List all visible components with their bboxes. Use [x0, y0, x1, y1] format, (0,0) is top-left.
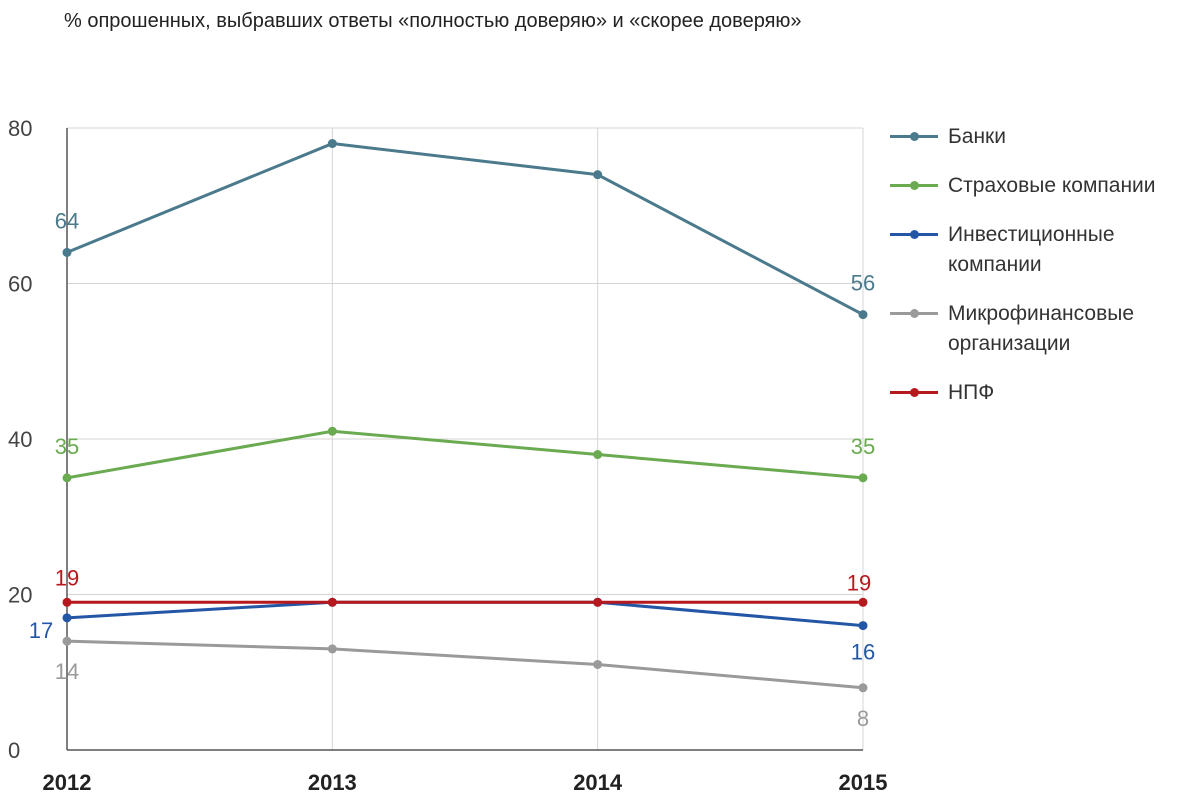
series-line-2 [66, 600, 864, 628]
legend-swatch [890, 171, 938, 201]
data-labels: 64 56 35 35 17 16 14 8 19 19 [29, 208, 875, 730]
series-line-3 [66, 639, 864, 690]
legend-item: Микрофинансовые организации [890, 299, 1200, 359]
legend-label: Инвестиционные компании [948, 223, 1115, 276]
legend-label: Микрофинансовые организации [948, 302, 1134, 355]
data-point [327, 426, 337, 436]
data-label: 35 [55, 434, 79, 459]
legend-swatch-dot [910, 132, 919, 141]
legend-item: Страховые компании [890, 171, 1200, 201]
data-point [62, 247, 72, 257]
data-point [858, 597, 868, 607]
data-label: 56 [851, 271, 875, 296]
data-point [858, 621, 868, 631]
legend: Банки Страховые компании Инвестиционные ко… [890, 122, 1200, 427]
y-tick-label: 0 [8, 738, 20, 763]
data-point [858, 683, 868, 693]
data-point [593, 450, 603, 460]
data-point [593, 659, 603, 669]
legend-swatch [890, 299, 938, 329]
series-line-0 [66, 142, 864, 316]
data-point [62, 473, 72, 483]
data-point [327, 644, 337, 654]
chart-title: % опрошенных, выбравших ответы «полность… [64, 10, 802, 32]
legend-swatch-dot [910, 230, 919, 239]
series-lines [62, 139, 868, 693]
y-tick-label: 20 [8, 583, 32, 608]
x-tick-label: 2012 [43, 770, 92, 795]
legend-swatch-dot [910, 181, 919, 190]
data-label: 19 [847, 570, 871, 595]
legend-swatch-dot [910, 388, 919, 397]
data-label: 35 [851, 434, 875, 459]
legend-swatch [890, 220, 938, 250]
y-tick-label: 40 [8, 427, 32, 452]
y-tick-label: 80 [8, 116, 32, 141]
legend-item: НПФ [890, 378, 1200, 408]
data-label: 19 [55, 565, 79, 590]
legend-label: Страховые компании [948, 174, 1156, 197]
legend-label: Банки [948, 125, 1006, 148]
series-line-1 [66, 429, 864, 480]
data-label: 64 [55, 208, 79, 233]
data-point [593, 170, 603, 180]
y-axis: 0 20 40 60 80 [8, 116, 68, 763]
x-tick-label: 2015 [839, 770, 888, 795]
data-point [858, 473, 868, 483]
x-tick-label: 2014 [573, 770, 623, 795]
data-point [62, 597, 72, 607]
data-point [593, 597, 603, 607]
legend-swatch [890, 122, 938, 152]
legend-item: Банки [890, 122, 1200, 152]
data-label: 17 [29, 618, 53, 643]
data-point [327, 139, 337, 149]
data-point [858, 310, 868, 320]
grid-lines [67, 127, 864, 750]
data-point [62, 613, 72, 623]
data-label: 8 [857, 706, 869, 731]
data-label: 14 [55, 659, 79, 684]
legend-swatch [890, 378, 938, 408]
data-point [62, 636, 72, 646]
data-label: 16 [851, 640, 875, 665]
legend-label: НПФ [948, 381, 995, 404]
legend-item: Инвестиционные компании [890, 220, 1200, 280]
x-axis: 2012 2013 2014 2015 [43, 749, 888, 795]
y-tick-label: 60 [8, 272, 32, 297]
x-tick-label: 2013 [308, 770, 357, 795]
data-point [327, 597, 337, 607]
legend-swatch-dot [910, 309, 919, 318]
